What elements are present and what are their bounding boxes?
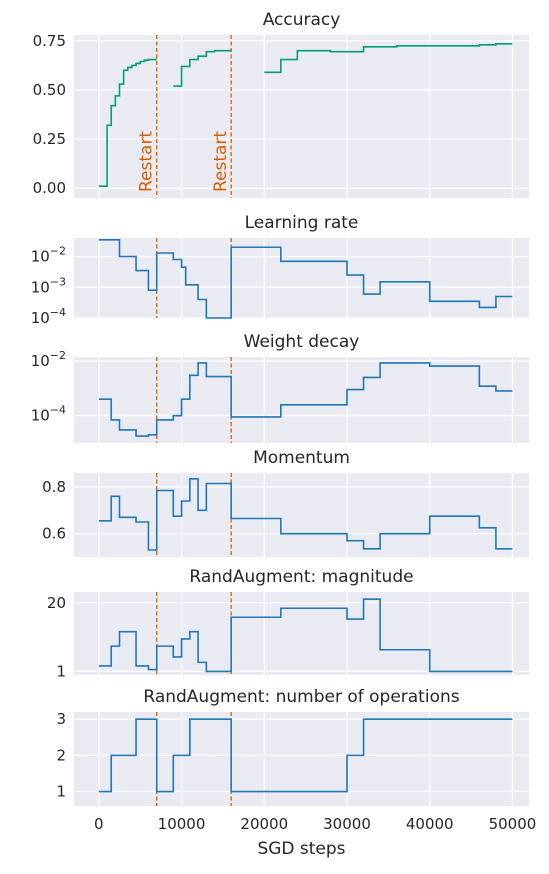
panel-2-ytick-label-0: 10−2 [31,349,66,370]
panel-0-ytick-label-1: 0.25 [33,130,66,148]
panel-1-background [74,238,529,318]
xtick-label-3: 30000 [323,815,371,833]
panel-0-ytick-label-2: 0.50 [33,81,66,99]
panel-1-ytick-label-0: 10−2 [31,245,66,266]
xtick-label-4: 40000 [406,815,454,833]
panel-2-ytick-label-1: 10−4 [31,404,66,425]
xtick-label-0: 0 [94,815,104,833]
panel-5-series-segment-0 [98,718,513,793]
xtick-label-1: 10000 [158,815,206,833]
panel-3-series-segment-0 [98,478,513,551]
x-axis-label: SGD steps [257,839,345,859]
panel-1-ytick-label-2: 10−4 [31,306,66,327]
panel-1-series-segment-0 [98,238,513,319]
panel-3-ytick-label-0: 0.6 [42,525,66,543]
panel-4-title: RandAugment: magnitude [189,567,413,587]
panel-4-ytick-label-1: 20 [47,594,66,612]
restart-label-1: Restart [211,131,231,192]
panel-3-background [74,473,529,557]
panel-0-series-segment-0 [98,58,157,188]
panel-3-ytick-label-1: 0.8 [42,478,66,496]
xtick-label-2: 20000 [240,815,288,833]
panel-5-ytick-label-2: 3 [56,710,66,728]
panel-0-background [74,35,529,198]
panel-5-ytick-label-1: 2 [56,746,66,764]
restart-label-0: Restart [137,131,157,192]
panel-4-series-segment-0 [98,598,513,673]
panel-0-series-segment-1 [173,49,232,87]
panel-0-series-segment-2 [264,43,513,74]
panel-2-series-segment-0 [98,362,513,437]
panel-0-title: Accuracy [263,10,341,30]
panel-5-ytick-label-0: 1 [56,783,66,801]
panel-4-ytick-label-0: 1 [56,662,66,680]
panel-4-background [74,592,529,675]
panel-2-title: Weight decay [244,332,360,352]
panel-1-title: Learning rate [245,213,359,233]
panel-0-ytick-label-3: 0.75 [33,32,66,50]
panel-5-background [74,712,529,806]
panel-0-ytick-label-0: 0.00 [33,179,66,197]
panel-5-title: RandAugment: number of operations [143,687,459,707]
xtick-label-5: 50000 [489,815,537,833]
panel-1-ytick-label-1: 10−3 [31,275,66,296]
panel-2-background [74,357,529,443]
panel-3-title: Momentum [253,448,350,468]
